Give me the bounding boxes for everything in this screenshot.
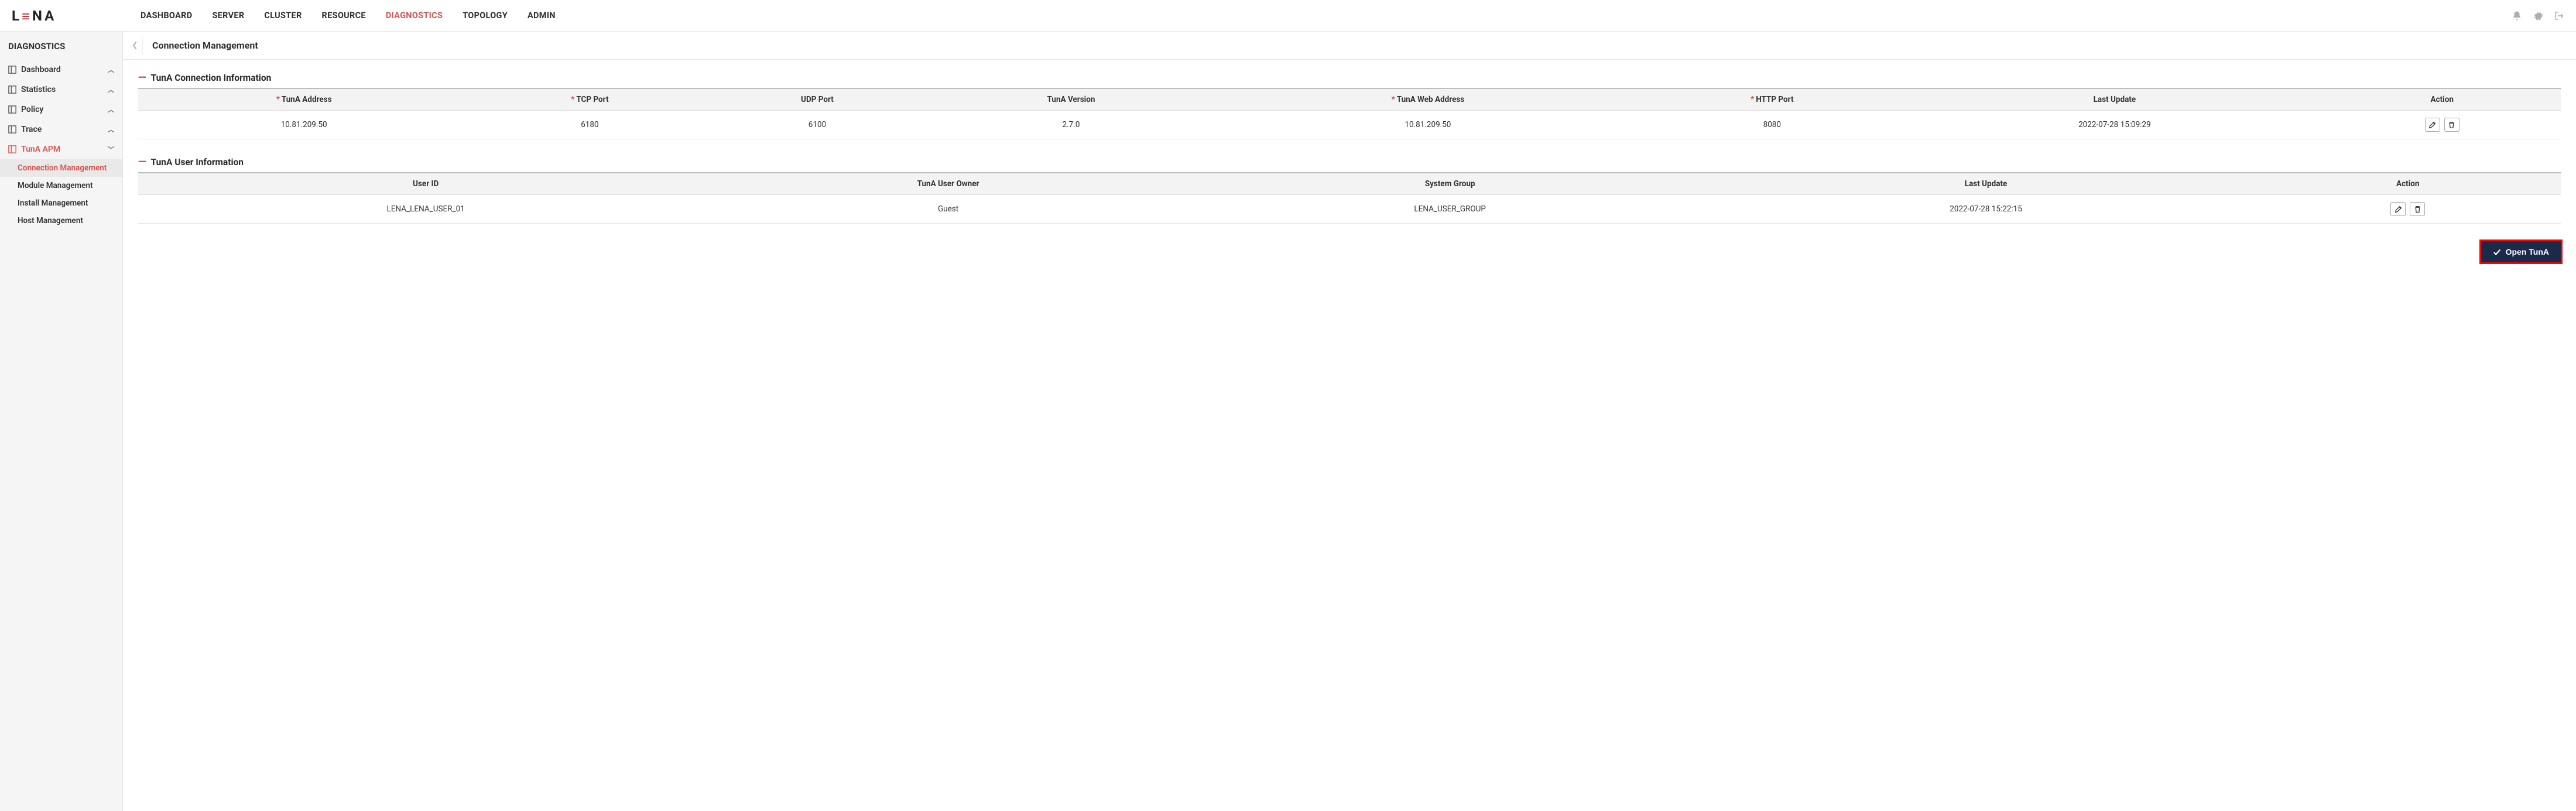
nav-topology[interactable]: TOPOLOGY: [463, 11, 508, 20]
table-header-row: *TunA Address *TCP Port UDP Port TunA Ve…: [138, 88, 2561, 111]
sidebar-item-trace[interactable]: Trace ︿: [0, 119, 122, 139]
sidebar-sub-module-management[interactable]: Module Management: [0, 177, 122, 194]
collapse-icon: —: [138, 73, 146, 83]
cell-group: LENA_USER_GROUP: [1183, 195, 1717, 224]
open-tuna-label: Open TunA: [2506, 247, 2549, 256]
col-action: Action: [2255, 173, 2561, 195]
sidebar-title: DIAGNOSTICS: [0, 32, 122, 60]
cell-version: 2.7.0: [924, 111, 1217, 139]
sidebar-sub-host-management[interactable]: Host Management: [0, 212, 122, 230]
col-udp: UDP Port: [710, 88, 925, 111]
sidebar-item-dashboard[interactable]: Dashboard ︿: [0, 60, 122, 80]
sidebar-item-statistics[interactable]: Statistics ︿: [0, 80, 122, 100]
collapse-icon: —: [138, 157, 146, 167]
panel-icon: [8, 125, 16, 134]
section-connection: — TunA Connection Information *TunA Addr…: [138, 73, 2561, 139]
pencil-icon: [2428, 121, 2436, 129]
nav-dashboard[interactable]: DASHBOARD: [141, 11, 192, 20]
col-group: System Group: [1183, 173, 1717, 195]
col-tcp: *TCP Port: [470, 88, 710, 111]
cell-udp: 6100: [710, 111, 925, 139]
content-header: ❮ Connection Management: [123, 32, 2576, 60]
user-table: User ID TunA User Owner System Group Las…: [138, 172, 2561, 224]
connection-table: *TunA Address *TCP Port UDP Port TunA Ve…: [138, 88, 2561, 139]
pencil-icon: [2395, 206, 2402, 213]
cell-owner: Guest: [713, 195, 1183, 224]
cell-address: 10.81.209.50: [138, 111, 470, 139]
collapse-sidebar-button[interactable]: ❮: [128, 37, 143, 54]
section-title-connection[interactable]: — TunA Connection Information: [138, 73, 2561, 83]
cell-http: 8080: [1638, 111, 1906, 139]
sidebar-item-label: Trace: [21, 125, 42, 134]
cell-updated: 2022-07-28 15:09:29: [1906, 111, 2323, 139]
content-body: — TunA Connection Information *TunA Addr…: [123, 60, 2576, 280]
col-updated: Last Update: [1717, 173, 2255, 195]
nav-resource[interactable]: RESOURCE: [322, 11, 366, 20]
sidebar-item-label: TunA APM: [21, 145, 60, 154]
cell-web: 10.81.209.50: [1218, 111, 1639, 139]
table-row: 10.81.209.50 6180 6100 2.7.0 10.81.209.5…: [138, 111, 2561, 139]
chevron-up-icon: ︿: [108, 125, 114, 134]
sidebar-sub-install-management[interactable]: Install Management: [0, 194, 122, 212]
col-owner: TunA User Owner: [713, 173, 1183, 195]
cell-action: [2255, 195, 2561, 224]
sidebar-item-policy[interactable]: Policy ︿: [0, 100, 122, 119]
open-tuna-wrap: Open TunA: [138, 241, 2561, 262]
sidebar-item-tuna-apm[interactable]: TunA APM ﹀: [0, 139, 122, 159]
sidebar-item-label: Statistics: [21, 85, 56, 94]
trash-icon: [2448, 121, 2455, 129]
chevron-up-icon: ︿: [108, 105, 114, 114]
gear-icon[interactable]: [2533, 11, 2543, 21]
col-userid: User ID: [138, 173, 713, 195]
panel-icon: [8, 105, 16, 114]
cell-updated: 2022-07-28 15:22:15: [1717, 195, 2255, 224]
page-title: Connection Management: [152, 40, 258, 51]
col-address: *TunA Address: [138, 88, 470, 111]
col-web: *TunA Web Address: [1218, 88, 1639, 111]
nav-server[interactable]: SERVER: [212, 11, 244, 20]
brand-bars-icon: ≡: [22, 8, 32, 25]
section-title-label: TunA Connection Information: [151, 73, 272, 83]
check-icon: [2493, 248, 2501, 256]
trash-icon: [2414, 206, 2421, 213]
open-tuna-button[interactable]: Open TunA: [2481, 241, 2561, 262]
nav-cluster[interactable]: CLUSTER: [264, 11, 302, 20]
chevron-up-icon: ︿: [108, 65, 114, 74]
section-title-label: TunA User Information: [151, 157, 244, 167]
cell-userid: LENA_LENA_USER_01: [138, 195, 713, 224]
sidebar-item-label: Policy: [21, 105, 43, 114]
delete-button[interactable]: [2444, 118, 2459, 132]
col-updated: Last Update: [1906, 88, 2323, 111]
nav-diagnostics[interactable]: DIAGNOSTICS: [386, 11, 443, 20]
sidebar: DIAGNOSTICS Dashboard ︿ Statistics ︿ Pol…: [0, 32, 123, 811]
brand-logo[interactable]: L≡NA: [0, 7, 123, 24]
shell: DIAGNOSTICS Dashboard ︿ Statistics ︿ Pol…: [0, 32, 2576, 811]
chevron-up-icon: ︿: [108, 85, 114, 94]
section-user: — TunA User Information User ID TunA Use…: [138, 157, 2561, 224]
cell-tcp: 6180: [470, 111, 710, 139]
edit-button[interactable]: [2390, 202, 2406, 216]
table-row: LENA_LENA_USER_01 Guest LENA_USER_GROUP …: [138, 195, 2561, 224]
table-header-row: User ID TunA User Owner System Group Las…: [138, 173, 2561, 195]
nav-admin[interactable]: ADMIN: [527, 11, 556, 20]
delete-button[interactable]: [2410, 202, 2425, 216]
panel-icon: [8, 66, 16, 74]
sidebar-item-label: Dashboard: [21, 65, 61, 74]
col-action: Action: [2323, 88, 2561, 111]
panel-icon: [8, 145, 16, 153]
cell-action: [2323, 111, 2561, 139]
top-nav: DASHBOARD SERVER CLUSTER RESOURCE DIAGNO…: [123, 11, 2512, 20]
edit-button[interactable]: [2425, 118, 2440, 132]
chevron-down-icon: ﹀: [108, 145, 114, 154]
panel-icon: [8, 85, 16, 94]
col-http: *HTTP Port: [1638, 88, 1906, 111]
bell-icon[interactable]: [2512, 11, 2522, 21]
col-version: TunA Version: [924, 88, 1217, 111]
content: ❮ Connection Management — TunA Connectio…: [123, 32, 2576, 811]
logout-icon[interactable]: [2554, 11, 2564, 21]
topbar: L≡NA DASHBOARD SERVER CLUSTER RESOURCE D…: [0, 0, 2576, 32]
top-icons: [2512, 11, 2564, 21]
sidebar-sub-connection-management[interactable]: Connection Management: [0, 159, 122, 177]
section-title-user[interactable]: — TunA User Information: [138, 157, 2561, 167]
